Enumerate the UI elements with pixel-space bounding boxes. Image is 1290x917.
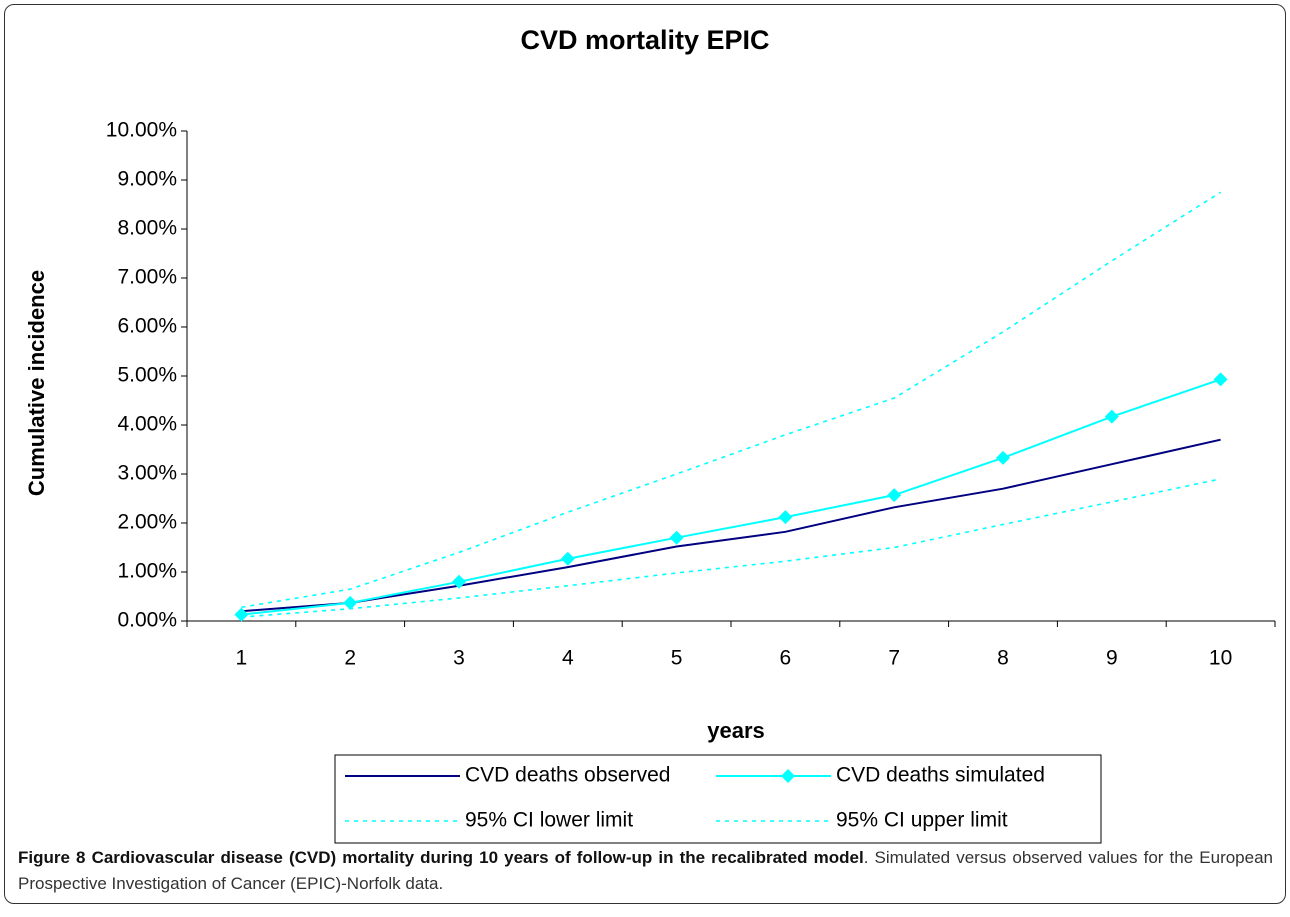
data-point [1213,372,1228,387]
x-axis-label: years [707,718,765,743]
legend-label: 95% CI lower limit [465,809,633,832]
chart-title: CVD mortality EPIC [520,25,769,55]
data-point [778,510,793,525]
y-tick-label: 4.00% [117,413,177,436]
y-tick-label: 9.00% [117,168,177,191]
data-point [234,607,249,622]
y-tick-label: 8.00% [117,217,177,240]
x-tick-label: 1 [236,647,248,670]
y-tick-label: 6.00% [117,315,177,338]
figure-frame [4,4,1286,904]
x-tick-label: 9 [1106,647,1118,670]
x-tick-label: 10 [1209,647,1232,670]
data-point [343,595,358,610]
x-tick-label: 3 [453,647,465,670]
series-line [241,478,1221,618]
x-tick-label: 8 [997,647,1009,670]
y-tick-label: 5.00% [117,364,177,387]
y-axis-label: Cumulative incidence [24,270,49,496]
data-point [1104,409,1119,424]
x-tick-label: 6 [780,647,792,670]
caption-bold: Figure 8 Cardiovascular disease (CVD) mo… [18,848,864,867]
legend-marker [781,769,795,783]
legend-label: 95% CI upper limit [836,809,1008,832]
y-tick-label: 7.00% [117,266,177,289]
x-tick-label: 5 [671,647,683,670]
legend-label: CVD deaths simulated [836,764,1045,787]
x-tick-label: 7 [888,647,900,670]
data-point [669,530,684,545]
x-tick-label: 2 [344,647,356,670]
x-tick-label: 4 [562,647,574,670]
data-point [452,574,466,589]
y-tick-label: 10.00% [106,119,177,142]
legend-label: CVD deaths observed [465,764,670,787]
data-point [996,450,1010,465]
y-tick-label: 1.00% [117,560,177,583]
data-point [560,551,575,566]
caption-text: . Simulated versus observed values for t… [18,848,1274,893]
series-line [241,438,1221,613]
series-line [241,191,1222,609]
y-tick-label: 0.00% [117,609,177,632]
data-point [887,488,902,503]
y-tick-label: 2.00% [117,511,177,534]
figure-caption: Figure 8 Cardiovascular disease (CVD) mo… [18,845,1273,897]
y-tick-label: 3.00% [117,462,177,485]
series-line [241,378,1221,616]
legend-box [334,754,1102,844]
